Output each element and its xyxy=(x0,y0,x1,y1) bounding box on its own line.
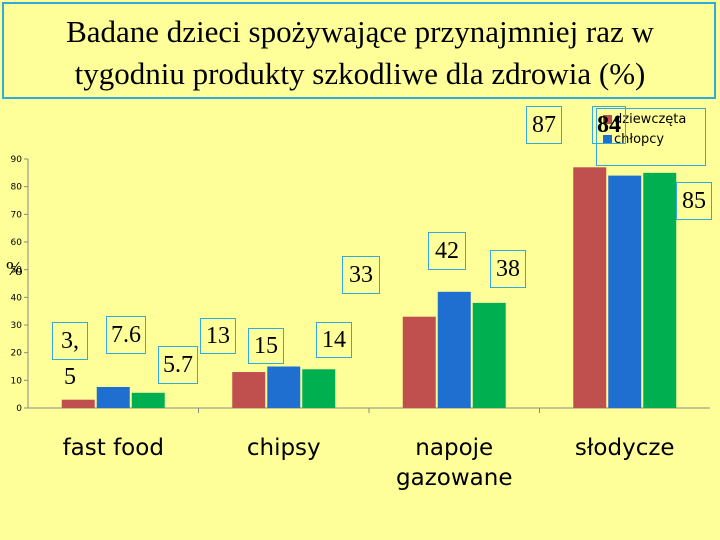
bar-1-3 xyxy=(131,392,165,408)
annotation-fastfood-girls: 3, 5 xyxy=(52,322,88,390)
bar-3-2 xyxy=(437,291,471,408)
annotation-slodycze-boys: 84 xyxy=(592,106,626,144)
x-tick-label: napoje xyxy=(415,435,493,461)
annotation-slodycze-girls: 87 xyxy=(526,106,562,144)
title-box xyxy=(2,2,716,99)
legend-label-dziewczeta: dziewczęta xyxy=(614,112,687,127)
x-tick-label: gazowane xyxy=(396,465,512,491)
annotation-fastfood-boys: 7.6 xyxy=(106,316,146,354)
y-tick-label: 90 xyxy=(11,155,23,165)
bar-4-3 xyxy=(643,172,677,408)
bar-3-3 xyxy=(472,302,506,408)
y-tick-label: 10 xyxy=(11,376,23,386)
legend-item-dziewczeta: dziewczęta xyxy=(603,112,686,128)
y-tick-label: 50 xyxy=(11,266,23,276)
bar-2-3 xyxy=(302,369,336,408)
y-tick-label: 60 xyxy=(11,238,23,248)
legend-swatch-dziewczeta xyxy=(603,115,612,124)
bar-2-1 xyxy=(232,372,266,408)
chart-title-line-1: Badane dzieci spożywające przynajmniej r… xyxy=(66,14,654,49)
bar-4-2 xyxy=(608,175,642,408)
legend-item-chlopcy: chłopcy xyxy=(603,132,664,148)
bar-1-2 xyxy=(96,386,130,408)
annotation-napoje-girls: 33 xyxy=(342,256,380,294)
annotation-chipsy-girls: 13 xyxy=(200,318,236,354)
x-tick-label: słodycze xyxy=(575,435,675,461)
legend: dziewczęta chłopcy xyxy=(596,108,706,166)
y-tick-label: 70 xyxy=(11,210,23,220)
annotation-fastfood-green: 5.7 xyxy=(158,346,198,384)
y-axis-label: % xyxy=(6,258,23,280)
x-tick-label: chipsy xyxy=(247,435,321,461)
y-tick-label: 80 xyxy=(11,183,23,193)
annotation-napoje-boys: 42 xyxy=(428,232,466,270)
y-tick-label: 30 xyxy=(11,321,23,331)
y-tick-label: 0 xyxy=(16,404,22,414)
y-tick-label: 20 xyxy=(11,349,23,359)
bar-1-1 xyxy=(61,399,95,408)
annotation-slodycze-green: 85 xyxy=(676,182,712,220)
annotation-chipsy-boys: 15 xyxy=(248,328,284,364)
legend-label-chlopcy: chłopcy xyxy=(614,132,665,147)
bar-2-2 xyxy=(267,366,301,408)
y-tick-label: 40 xyxy=(11,293,23,303)
annotation-chipsy-green: 14 xyxy=(316,322,352,358)
bar-4-1 xyxy=(573,167,607,408)
x-tick-label: fast food xyxy=(63,435,164,461)
annotation-napoje-green: 38 xyxy=(490,250,526,288)
bar-3-1 xyxy=(402,316,436,408)
legend-swatch-chlopcy xyxy=(603,135,612,144)
chart-title-line-2: tygodniu produkty szkodliwe dla zdrowia … xyxy=(74,56,646,91)
